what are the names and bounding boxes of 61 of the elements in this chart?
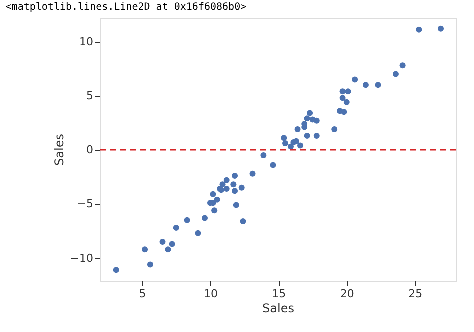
point bbox=[362, 82, 369, 88]
point bbox=[288, 144, 294, 150]
x-tick-label: 20 bbox=[340, 288, 354, 300]
point bbox=[281, 135, 288, 142]
point bbox=[147, 262, 154, 268]
point bbox=[298, 142, 304, 149]
point bbox=[282, 140, 288, 147]
point bbox=[392, 71, 399, 78]
point bbox=[224, 186, 230, 192]
point bbox=[238, 184, 245, 191]
point bbox=[142, 246, 148, 253]
point bbox=[304, 132, 310, 139]
point bbox=[340, 95, 346, 102]
x-tick-label: 5 bbox=[139, 288, 146, 300]
point bbox=[202, 215, 208, 222]
point bbox=[332, 126, 338, 132]
point bbox=[224, 177, 230, 184]
point bbox=[230, 182, 237, 188]
y-tick-label: 0 bbox=[86, 144, 94, 157]
y-tick-label: 10 bbox=[80, 35, 94, 48]
point bbox=[344, 99, 350, 106]
point bbox=[232, 188, 238, 194]
point bbox=[314, 132, 320, 139]
point bbox=[340, 88, 346, 95]
point bbox=[304, 116, 310, 122]
point bbox=[260, 152, 267, 158]
point bbox=[416, 26, 422, 33]
point bbox=[233, 202, 240, 208]
point bbox=[210, 191, 216, 198]
x-tick-label: 15 bbox=[272, 288, 286, 300]
point bbox=[173, 224, 180, 231]
y-axis-title: Sales bbox=[52, 134, 66, 166]
point bbox=[169, 241, 176, 248]
y-tick-label: 5 bbox=[86, 89, 94, 102]
x-axis-title: Sales bbox=[262, 302, 294, 316]
point bbox=[160, 239, 166, 246]
point bbox=[165, 246, 172, 253]
point bbox=[220, 182, 226, 188]
point bbox=[113, 267, 120, 274]
point bbox=[314, 118, 320, 124]
point bbox=[250, 170, 256, 177]
point bbox=[352, 76, 358, 83]
point bbox=[345, 88, 352, 95]
point bbox=[438, 26, 444, 32]
point bbox=[184, 217, 190, 224]
point bbox=[307, 110, 314, 116]
point bbox=[232, 173, 238, 180]
point bbox=[195, 230, 202, 236]
x-tick-label: 10 bbox=[204, 288, 218, 300]
chart-title: <matplotlib.lines.Line2D at 0x16f6086b0> bbox=[6, 2, 247, 13]
point bbox=[294, 126, 301, 132]
point bbox=[212, 208, 218, 214]
x-tick-label: 25 bbox=[408, 288, 423, 300]
point bbox=[400, 62, 406, 69]
point bbox=[341, 109, 348, 116]
point bbox=[214, 196, 220, 203]
point bbox=[270, 162, 276, 168]
y-tick-label: −5 bbox=[77, 198, 94, 211]
point bbox=[240, 218, 246, 224]
point bbox=[375, 82, 382, 88]
y-tick-label: −10 bbox=[70, 252, 94, 265]
